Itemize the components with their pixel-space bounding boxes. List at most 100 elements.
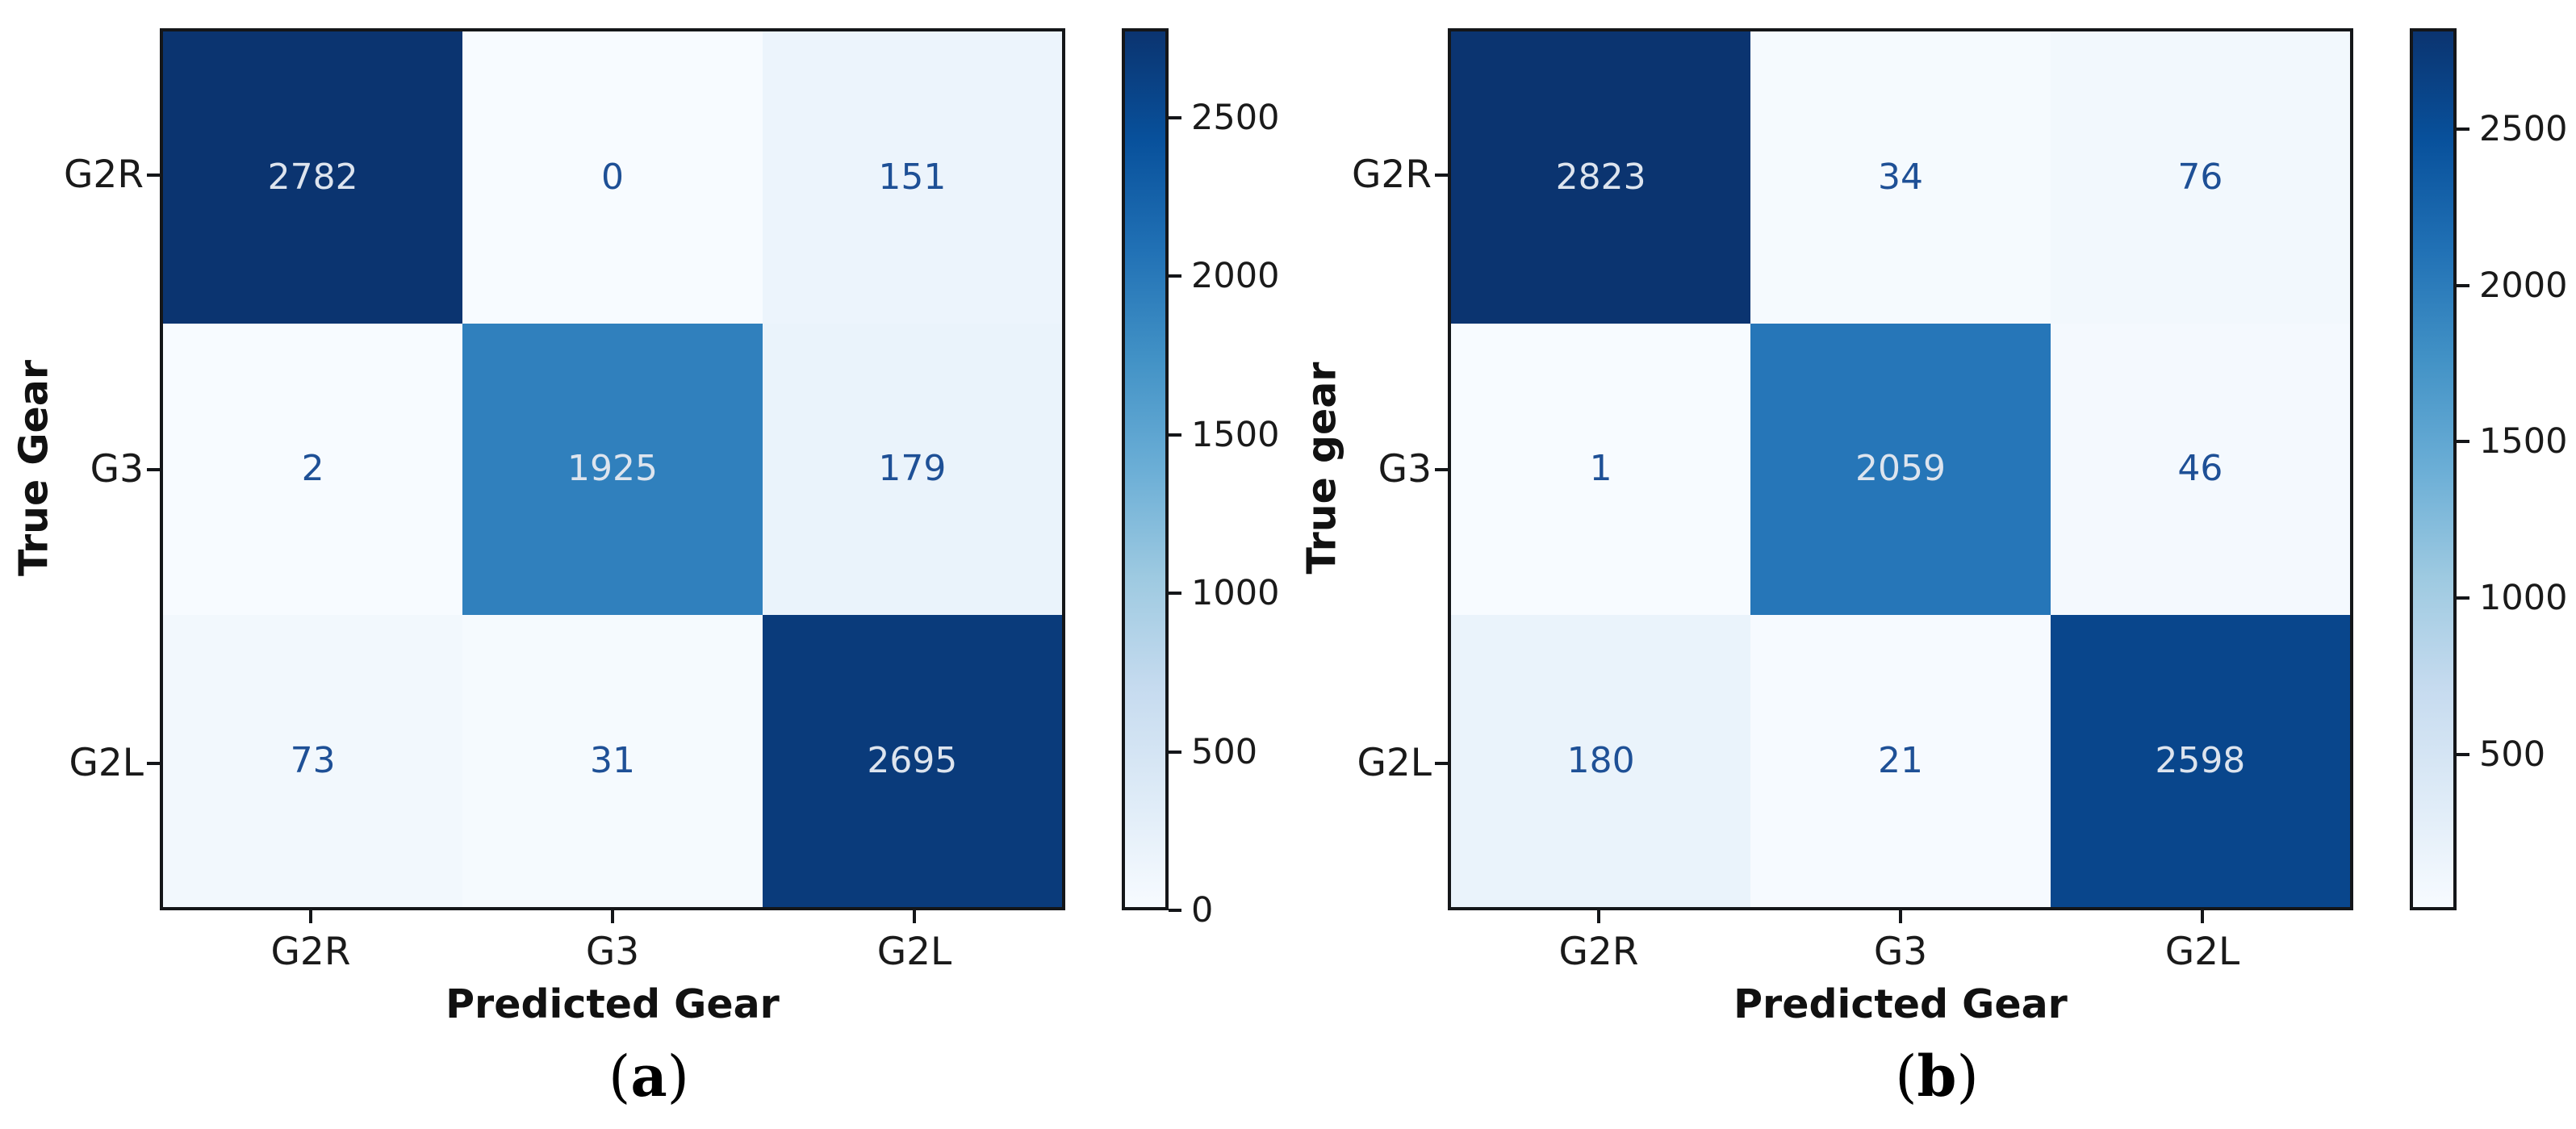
matrix-cell-r0c0: 2823 <box>1451 31 1751 324</box>
caption-open-paren: ( <box>1895 1043 1917 1110</box>
x-tick-label: G2L <box>876 930 952 974</box>
matrix-cell-r0c0: 2782 <box>163 31 463 324</box>
y-tick-label: G2L <box>69 740 144 785</box>
matrix-cell-r2c2: 2695 <box>762 615 1062 907</box>
matrix-cell-value: 1925 <box>567 448 658 490</box>
matrix-grid: 2823 34 76 1 2059 46 180 21 2598 <box>1451 31 2350 907</box>
y-tick-label: G2R <box>64 153 144 198</box>
colorbar-tick-label: 2000 <box>1191 256 1280 297</box>
colorbar <box>2410 28 2457 910</box>
matrix-cell-value: 2598 <box>2155 740 2246 782</box>
colorbar-tick-mark <box>2457 440 2469 444</box>
colorbar-tick-mark <box>1169 592 1181 596</box>
confusion-matrix-panel-b: True gear 2823 34 76 1 2059 46 180 21 2598 G2R G3… <box>1288 0 2576 1129</box>
matrix-cell-r0c1: 34 <box>1750 31 2051 324</box>
matrix-cell-r0c1: 0 <box>462 31 763 324</box>
caption-close-paren: ) <box>1956 1043 1979 1110</box>
x-tick-label: G2L <box>2164 930 2240 974</box>
x-axis-title: Predicted Gear <box>1733 981 2068 1027</box>
y-tick-mark <box>1435 174 1448 178</box>
matrix-cell-r2c1: 21 <box>1750 615 2051 907</box>
matrix-cell-value: 46 <box>2177 448 2223 490</box>
x-tick-label: G3 <box>1873 930 1928 974</box>
colorbar-tick-label: 500 <box>1191 731 1258 772</box>
y-tick-mark <box>147 761 160 765</box>
y-tick-mark <box>147 467 160 471</box>
x-tick-mark <box>1597 910 1600 923</box>
colorbar-tick-mark <box>2457 752 2469 756</box>
y-tick-label: G3 <box>90 446 144 491</box>
x-tick-mark <box>611 910 614 923</box>
x-tick-mark <box>2201 910 2204 923</box>
colorbar-tick-mark <box>1169 909 1181 912</box>
caption-open-paren: ( <box>608 1043 631 1110</box>
matrix-cell-r2c0: 73 <box>163 615 463 907</box>
matrix-cell-r1c2: 46 <box>2050 323 2350 616</box>
x-tick-mark <box>1899 910 1902 923</box>
y-tick-mark <box>1435 467 1448 471</box>
colorbar-tick-label: 500 <box>2479 734 2546 775</box>
matrix-cell-value: 2 <box>301 448 324 490</box>
y-tick-label: G2L <box>1357 740 1432 785</box>
colorbar-tick-mark <box>2457 596 2469 600</box>
matrix-cell-r1c2: 179 <box>762 323 1062 616</box>
colorbar-tick-mark <box>1169 274 1181 278</box>
matrix-cell-value: 21 <box>1877 740 1923 782</box>
colorbar-tick-mark <box>1169 433 1181 437</box>
caption-close-paren: ) <box>667 1043 689 1110</box>
matrix-cell-r1c0: 1 <box>1451 323 1751 616</box>
matrix-cell-value: 179 <box>878 448 947 490</box>
confusion-matrix-panel-a: True Gear 2782 0 151 2 1925 179 73 31 2695 G2R G3… <box>11 28 1280 1110</box>
colorbar-tick-mark <box>1169 750 1181 754</box>
heatmap-plot: 2823 34 76 1 2059 46 180 21 2598 <box>1448 28 2353 910</box>
colorbar-tick-label: 0 <box>1191 890 1214 930</box>
colorbar-tick-label: 2500 <box>1191 97 1280 138</box>
matrix-cell-r0c2: 76 <box>2050 31 2350 324</box>
matrix-cell-r2c2: 2598 <box>2050 615 2350 907</box>
colorbar-tick-label: 2500 <box>2479 109 2568 150</box>
matrix-cell-value: 180 <box>1566 740 1635 782</box>
x-tick-mark <box>309 910 312 923</box>
x-tick-label: G2R <box>1558 930 1639 974</box>
caption-letter: a <box>630 1043 667 1110</box>
matrix-cell-r1c1: 2059 <box>1750 323 2051 616</box>
x-tick-mark <box>913 910 916 923</box>
colorbar-gradient <box>2413 31 2453 907</box>
caption-letter: b <box>1917 1043 1957 1110</box>
x-tick-label: G3 <box>585 930 640 974</box>
matrix-cell-value: 2059 <box>1855 448 1946 490</box>
matrix-cell-value: 151 <box>878 156 947 198</box>
colorbar-gradient <box>1125 31 1165 907</box>
colorbar <box>1122 28 1169 910</box>
matrix-cell-value: 31 <box>589 740 635 782</box>
matrix-cell-r0c2: 151 <box>762 31 1062 324</box>
y-tick-label: G2R <box>1352 153 1432 198</box>
colorbar-tick-mark <box>2457 128 2469 132</box>
colorbar-tick-mark <box>1169 115 1181 119</box>
matrix-cell-value: 1 <box>1589 448 1612 490</box>
heatmap-plot: 2782 0 151 2 1925 179 73 31 2695 <box>160 28 1065 910</box>
matrix-cell-value: 2823 <box>1555 156 1646 198</box>
matrix-cell-value: 34 <box>1877 156 1923 198</box>
colorbar-tick-label: 2000 <box>2479 265 2568 306</box>
x-axis-title: Predicted Gear <box>445 981 780 1027</box>
x-tick-label: G2R <box>270 930 351 974</box>
matrix-cell-r1c1: 1925 <box>462 323 763 616</box>
matrix-cell-r2c0: 180 <box>1451 615 1751 907</box>
y-tick-label: G3 <box>1378 446 1432 491</box>
subfigure-caption: (a) <box>196 1043 1102 1110</box>
y-tick-mark <box>147 174 160 178</box>
subfigure-caption: (b) <box>1484 1043 2390 1110</box>
matrix-cell-value: 2782 <box>267 156 358 198</box>
matrix-cell-value: 2695 <box>867 740 958 782</box>
colorbar-tick-label: 1000 <box>1191 573 1280 614</box>
colorbar-tick-label: 1500 <box>2479 421 2568 462</box>
matrix-cell-value: 76 <box>2177 156 2223 198</box>
colorbar-tick-mark <box>2457 283 2469 287</box>
matrix-cell-value: 0 <box>600 156 624 198</box>
colorbar-tick-label: 1500 <box>1191 414 1280 455</box>
matrix-grid: 2782 0 151 2 1925 179 73 31 2695 <box>163 31 1062 907</box>
matrix-cell-r1c0: 2 <box>163 323 463 616</box>
y-tick-mark <box>1435 761 1448 765</box>
